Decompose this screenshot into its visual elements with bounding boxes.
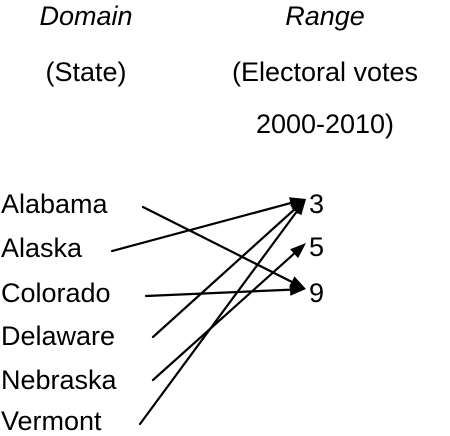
range-subtitle-line1: (Electoral votes (231, 57, 419, 87)
arrow-colorado-to-9 (144, 283, 306, 298)
range-title: Range (285, 1, 365, 31)
domain-item-delaware: Delaware (1, 321, 116, 351)
domain-title: Domain (39, 1, 133, 31)
domain-item-alaska: Alaska (1, 233, 83, 263)
domain-item-nebraska: Nebraska (1, 365, 117, 395)
range-subtitle-line2: 2000-2010) (255, 109, 395, 139)
domain-item-alabama: Alabama (1, 189, 108, 219)
arrow-vermont-to-3 (138, 199, 306, 426)
domain-subtitle: (State) (45, 57, 127, 87)
domain-item-colorado: Colorado (1, 278, 111, 308)
arrow-nebraska-to-5 (151, 243, 306, 382)
range-value-9: 9 (309, 278, 325, 308)
arrow-alabama-to-9 (141, 205, 306, 289)
range-value-5: 5 (309, 232, 325, 262)
range-value-3: 3 (309, 189, 325, 219)
domain-item-vermont: Vermont (1, 406, 102, 436)
